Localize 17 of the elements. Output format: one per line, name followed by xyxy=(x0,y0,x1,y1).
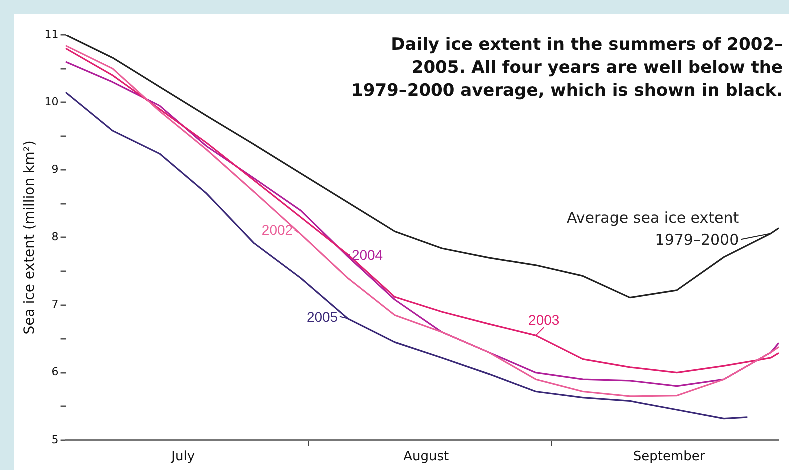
legend-label: Average sea ice extent 1979–2000 xyxy=(566,208,740,251)
y-tick-label: 8 xyxy=(52,230,59,244)
series-label: 2004 xyxy=(352,246,384,263)
y-tick-label: 6 xyxy=(52,366,59,379)
y-tick-label: 9 xyxy=(52,162,59,176)
y-tick-label: 11 xyxy=(44,28,59,41)
x-tick-label: August xyxy=(404,450,450,465)
x-tick-label: September xyxy=(633,450,706,465)
y-axis-title: Sea ice extent (million km²) xyxy=(22,140,38,335)
y-tick-label: 10 xyxy=(44,95,59,108)
y-tick-label: 5 xyxy=(52,433,59,446)
text: Daily ice extent in the summers of 2002–2005. All four years are well below the 1979–2000 average, which is shown in black. xyxy=(351,34,783,103)
series-label: 2003 xyxy=(528,312,560,328)
y-tick-label: 7 xyxy=(52,298,59,312)
legend-label: 2005 xyxy=(306,308,338,325)
legend-label: 2002 xyxy=(262,222,294,238)
x-tick-label: July xyxy=(170,450,196,465)
